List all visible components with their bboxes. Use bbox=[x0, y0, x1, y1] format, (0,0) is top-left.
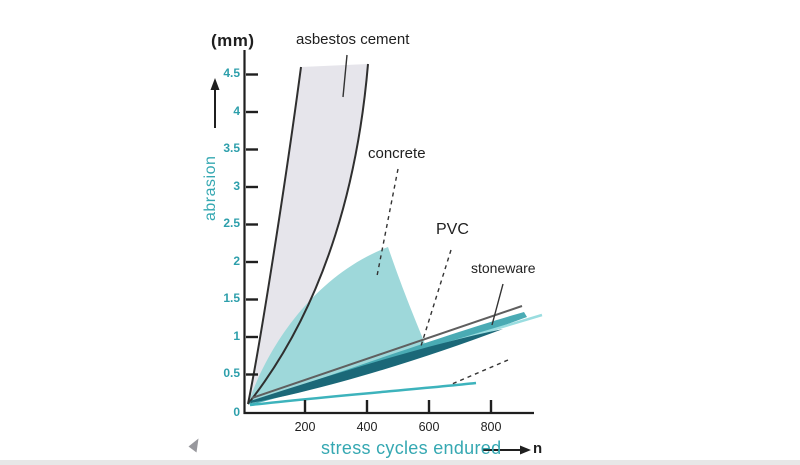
x-tick-label: 400 bbox=[356, 420, 378, 434]
asbestos-leader-line bbox=[342, 54, 348, 98]
stoneware-leader-line bbox=[491, 283, 504, 326]
y-tick-label: 1 bbox=[233, 329, 240, 343]
pvc-scatter-band bbox=[250, 329, 503, 403]
x-tick-label: 200 bbox=[294, 420, 316, 434]
stoneware-line bbox=[251, 305, 523, 399]
pvc-leader-line bbox=[420, 249, 452, 347]
y-tick-label: 0.5 bbox=[223, 366, 240, 380]
prev-slide-icon[interactable] bbox=[188, 438, 199, 453]
y-tick-marks bbox=[246, 73, 258, 376]
x-tick-marks bbox=[303, 400, 493, 412]
x-axis-arrow-icon bbox=[483, 445, 531, 455]
y-axis-arrow-icon bbox=[210, 78, 220, 128]
y-tick-label: 3 bbox=[233, 179, 240, 193]
y-tick-label: 4 bbox=[233, 104, 240, 118]
y-tick-label: 4.5 bbox=[223, 66, 240, 80]
x-axis-title: stress cycles endured bbox=[321, 438, 502, 458]
asbestos-cement-band bbox=[248, 64, 368, 404]
x-axis-unit-label: n bbox=[533, 440, 543, 457]
annotation-stoneware: stoneware bbox=[471, 260, 536, 276]
concrete-leader-line bbox=[376, 168, 399, 277]
y-tick-label: 2.5 bbox=[223, 216, 240, 230]
y-tick-label: 1.5 bbox=[223, 291, 240, 305]
bottom-edge-strip bbox=[0, 460, 800, 465]
annotation-pvc: PVC bbox=[436, 221, 469, 238]
asbestos-band-right-edge bbox=[247, 63, 369, 405]
annotation-concrete: concrete bbox=[368, 145, 426, 162]
y-tick-label: 0 bbox=[233, 405, 240, 419]
lower-line-leader-line bbox=[451, 359, 509, 385]
y-axis-unit-label: (mm) bbox=[211, 31, 255, 50]
y-tick-label: 2 bbox=[233, 254, 240, 268]
x-tick-label: 800 bbox=[480, 420, 502, 434]
annotation-asbestos-cement: asbestos cement bbox=[296, 31, 410, 48]
y-tick-label: 3.5 bbox=[223, 141, 240, 155]
x-tick-label: 600 bbox=[418, 420, 440, 434]
low-abrasion-line bbox=[249, 381, 477, 407]
